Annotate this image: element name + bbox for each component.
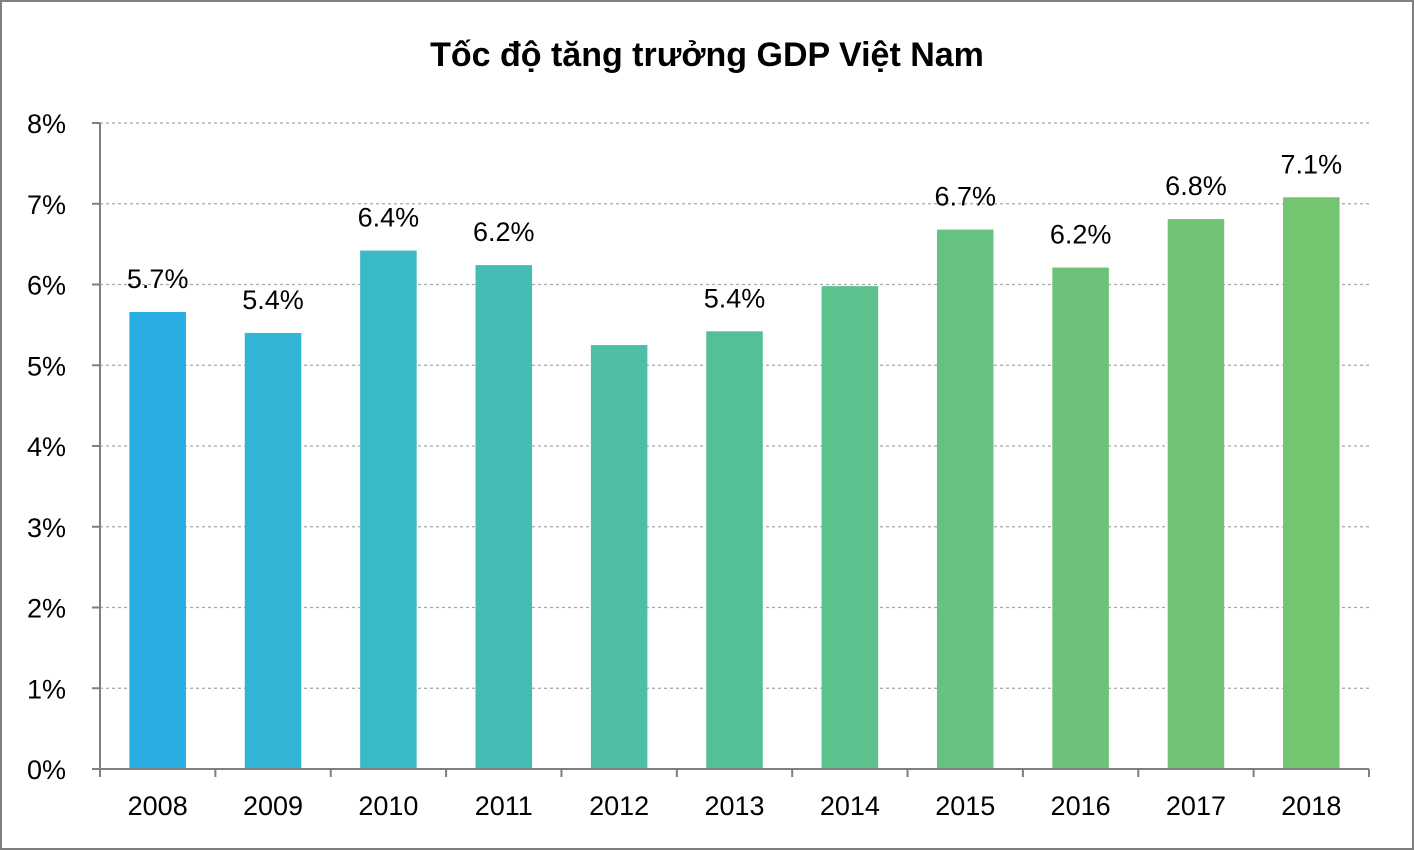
- y-tick-label: 3%: [27, 513, 66, 543]
- x-tick-label: 2010: [358, 791, 418, 821]
- x-tick-label: 2012: [589, 791, 649, 821]
- x-tick-label: 2015: [935, 791, 995, 821]
- bar-2010: [360, 250, 417, 769]
- bar-2017: [1167, 219, 1225, 769]
- chart-title: Tốc độ tăng trưởng GDP Việt Nam: [430, 36, 984, 74]
- y-tick-label: 0%: [27, 755, 66, 785]
- x-tick-label: 2014: [820, 791, 880, 821]
- bar-2009: [244, 332, 302, 769]
- y-tick-label: 6%: [27, 271, 66, 301]
- data-labels: 5.7% 5.4% 6.4% 6.2% 5.4% 6.7% 6.2% 6.8% 7.1%: [127, 149, 1342, 315]
- x-tick-label: 2011: [475, 791, 533, 821]
- data-label-2015: 6.7%: [934, 182, 996, 212]
- x-tick-label: 2013: [704, 791, 764, 821]
- y-tick-label: 7%: [27, 190, 66, 220]
- x-tick-label: 2018: [1281, 791, 1341, 821]
- grid-lines: [100, 122, 1369, 689]
- x-tick-label: 2017: [1166, 791, 1226, 821]
- data-label-2011: 6.2%: [473, 217, 535, 247]
- bar-2011: [475, 265, 533, 769]
- bar-2016: [1052, 267, 1109, 769]
- bar-2014: [821, 286, 879, 769]
- bar-2012: [590, 345, 648, 769]
- y-tick-label: 4%: [27, 432, 66, 462]
- data-label-2009: 5.4%: [242, 285, 304, 315]
- bars: [129, 197, 1340, 770]
- y-tick-label: 8%: [27, 109, 66, 139]
- y-tick-label: 5%: [27, 351, 66, 381]
- y-tick-label: 1%: [27, 674, 66, 704]
- data-label-2017: 6.8%: [1165, 171, 1227, 201]
- x-tick-label: 2008: [128, 791, 188, 821]
- data-label-2008: 5.7%: [127, 264, 189, 294]
- x-tick-label: 2016: [1051, 791, 1111, 821]
- data-label-2010: 6.4%: [358, 203, 420, 233]
- data-label-2013: 5.4%: [704, 283, 766, 313]
- x-tick-label: 2009: [243, 791, 303, 821]
- data-label-2018: 7.1%: [1281, 149, 1343, 179]
- bar-2008: [129, 311, 186, 769]
- axes: 0% 1% 2% 3% 4% 5% 6% 7% 8% 2008 2009 2010 2011 2012 20…: [27, 109, 1370, 821]
- bar-2015: [936, 229, 994, 770]
- bar-2018: [1283, 197, 1340, 770]
- bar-2013: [706, 331, 763, 769]
- data-label-2016: 6.2%: [1050, 220, 1112, 250]
- y-tick-label: 2%: [27, 594, 66, 624]
